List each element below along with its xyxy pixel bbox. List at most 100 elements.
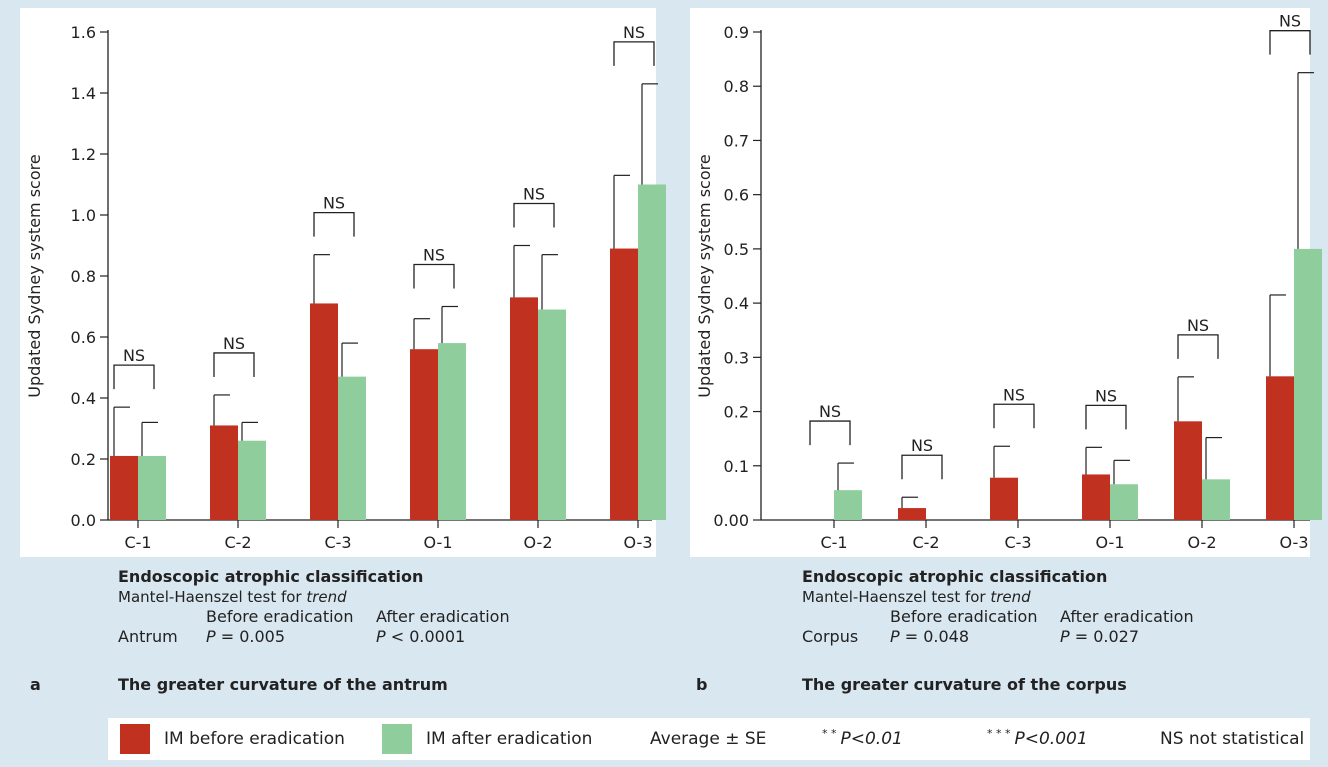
chart-b-significance-label: NS	[819, 402, 841, 421]
chart-b-significance-bracket	[993, 403, 1035, 429]
chart-a-info-site: Antrum	[118, 627, 178, 646]
chart-a-significance-label: NS	[423, 246, 445, 265]
chart-a-significance-bracket	[513, 202, 555, 228]
chart-b-x-tick-label: O-3	[1280, 533, 1309, 552]
chart-a-significance-bracket	[113, 364, 155, 390]
chart-b-bar-after	[1202, 479, 1230, 520]
legend-p001-text: P<0.001	[1014, 729, 1088, 749]
legend-ns: NS not statistical	[1160, 718, 1304, 760]
chart-a-x-tick-label: C-2	[224, 533, 251, 552]
chart-a-info-p-before: P = 0.005	[206, 627, 285, 646]
chart-a-significance-label: NS	[623, 23, 645, 42]
chart-b-significance-bracket	[1085, 404, 1127, 430]
chart-a-bar-after	[538, 309, 566, 520]
chart-a-bar-after	[638, 184, 666, 520]
chart-a-y-tick-label: 0.8	[71, 267, 96, 286]
chart-a-bar-before	[510, 297, 538, 520]
chart-a-info-test-trend: trend	[306, 588, 347, 606]
panel-b	[690, 8, 1310, 557]
chart-a-panel-letter: a	[30, 675, 41, 694]
chart-b-significance-label: NS	[1003, 385, 1025, 404]
chart-b-significance-bracket	[1269, 30, 1311, 55]
chart-a-bar-before	[610, 248, 638, 521]
chart-b-info-site: Corpus	[802, 627, 858, 646]
chart-b-bar-before	[1174, 421, 1202, 520]
chart-b-bar-before	[990, 477, 1018, 520]
legend-after-label: IM after eradication	[426, 729, 593, 749]
chart-a-x-tick-label: O-2	[524, 533, 553, 552]
legend-average-label: Average ± SE	[650, 729, 767, 749]
chart-b-bar-before	[1082, 474, 1110, 520]
chart-a-significance-bracket	[313, 212, 355, 237]
legend-ns-label: NS not statistical	[1160, 729, 1305, 749]
chart-b-info-col1-header: Before eradication	[890, 607, 1037, 626]
chart-b-x-tick-label: O-2	[1188, 533, 1217, 552]
chart-b-panel-letter: b	[696, 675, 707, 694]
chart-b-y-tick-label: 0.5	[724, 240, 749, 259]
chart-b-y-tick-label: 0.7	[724, 131, 749, 150]
chart-a-y-tick-label: 0.2	[71, 450, 96, 469]
chart-b-info-p-symbol: P	[890, 627, 905, 646]
chart-a-y-tick-label: 0.4	[71, 389, 96, 408]
chart-a-y-tick-label: 1.0	[71, 206, 96, 225]
chart-a-x-tick-label: C-1	[124, 533, 151, 552]
chart-a-info-test: Mantel-Haenszel test for trend	[118, 588, 347, 606]
chart-b-x-tick-label: O-1	[1096, 533, 1125, 552]
chart-b-y-tick-label: 0.8	[724, 77, 749, 96]
legend-p01-text: P<0.01	[840, 729, 903, 749]
chart-a-bar-after	[338, 376, 366, 520]
chart-b-info-p-after: P = 0.027	[1060, 627, 1139, 646]
chart-a-y-axis-label: Updated Sydney system score	[25, 154, 44, 397]
chart-b-info-p-symbol: P	[1060, 627, 1075, 646]
chart-a-bar-before	[110, 455, 138, 520]
chart-a-y-tick-label: 0.0	[71, 511, 96, 530]
chart-a-bar-after	[238, 440, 266, 520]
chart-b-info-title: Endoscopic atrophic classification	[802, 567, 1107, 586]
legend-before-swatch	[120, 724, 150, 754]
chart-b-x-tick-label: C-1	[820, 533, 847, 552]
chart-b-bar-after	[1294, 248, 1322, 520]
chart-b-significance-label: NS	[1187, 316, 1209, 335]
legend-p01-stars: * *	[822, 726, 837, 740]
legend-after: IM after eradication	[382, 718, 592, 760]
chart-b-y-tick-label: 0.9	[724, 23, 749, 42]
chart-a-significance-bracket	[413, 263, 455, 289]
chart-b-significance-bracket	[809, 420, 851, 446]
legend: IM before eradication IM after eradicati…	[108, 718, 1310, 760]
chart-a-significance-label: NS	[523, 185, 545, 204]
chart-a-bar-before	[310, 303, 338, 520]
chart-b-info-test-trend: trend	[990, 588, 1031, 606]
legend-p001-stars: * * *	[987, 726, 1011, 740]
chart-b-y-tick-label: 0.6	[724, 186, 749, 205]
legend-before-label: IM before eradication	[164, 729, 345, 749]
chart-b-y-tick-label: 0.1	[724, 457, 749, 476]
chart-a-bar-after	[438, 343, 466, 520]
chart-b-info-col2-header: After eradication	[1060, 607, 1194, 626]
chart-b-significance-bracket	[1177, 334, 1219, 359]
chart-a-x-tick-label: O-3	[624, 533, 653, 552]
chart-a-info-title: Endoscopic atrophic classification	[118, 567, 423, 586]
chart-a-bar-after	[138, 455, 166, 520]
chart-b-bar-before	[1266, 376, 1294, 520]
chart-b-y-tick-label: 0.4	[724, 294, 749, 313]
chart-a-y-tick-label: 1.2	[71, 145, 96, 164]
chart-b-significance-label: NS	[1095, 386, 1117, 405]
chart-b-significance-label: NS	[1279, 12, 1301, 31]
chart-b-info-subtitle: The greater curvature of the corpus	[802, 675, 1127, 694]
chart-a-info-p-symbol: P	[376, 627, 391, 646]
chart-b-significance-bracket	[901, 454, 943, 480]
chart-a-x-tick-label: O-1	[424, 533, 453, 552]
chart-a-significance-label: NS	[123, 346, 145, 365]
chart-a-x-tick-label: C-3	[324, 533, 351, 552]
legend-before: IM before eradication	[120, 718, 345, 760]
chart-a-y-tick-label: 1.4	[71, 84, 96, 103]
legend-after-swatch	[382, 724, 412, 754]
chart-b-x-tick-label: C-2	[912, 533, 939, 552]
legend-average: Average ± SE	[650, 718, 766, 760]
chart-a-y-tick-label: 1.6	[71, 23, 96, 42]
chart-a-info-p-symbol: P	[206, 627, 221, 646]
chart-a-significance-label: NS	[223, 334, 245, 353]
chart-b-y-tick-label: 0.00	[713, 511, 749, 530]
chart-a-y-tick-label: 0.6	[71, 328, 96, 347]
